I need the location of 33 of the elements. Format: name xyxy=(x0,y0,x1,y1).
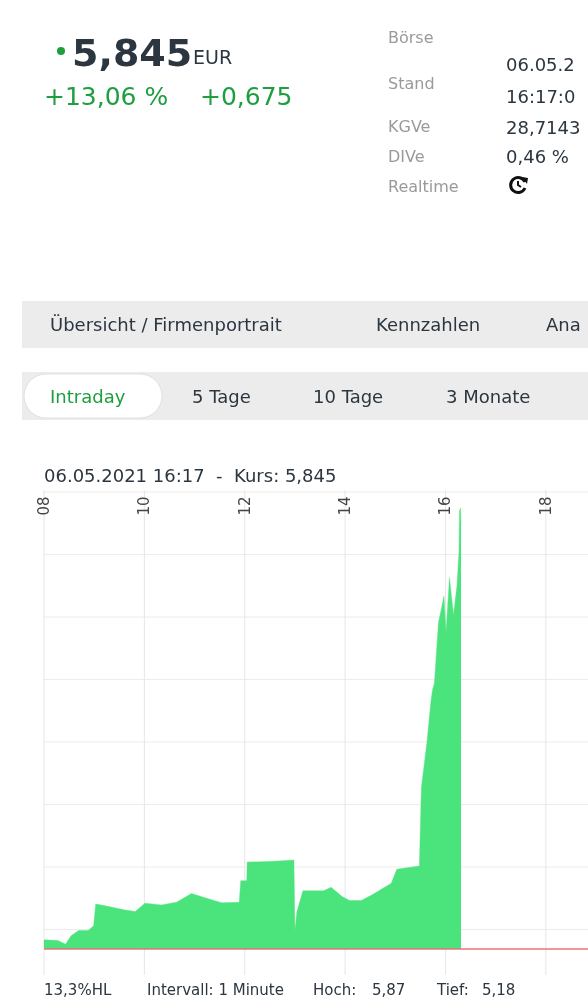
x-tick-label: 08 xyxy=(35,496,53,516)
text: Intraday xyxy=(50,386,126,407)
x-tick-label: 10 xyxy=(135,496,154,516)
x-tick-label: 14 xyxy=(336,496,355,516)
text: 0,46 % xyxy=(506,146,569,167)
text: Realtime xyxy=(388,177,459,196)
text: 3 Monate xyxy=(446,386,531,407)
text: 06.05.2 xyxy=(506,54,575,75)
text: Börse xyxy=(388,28,434,47)
x-tick-label: 12 xyxy=(235,496,254,516)
text: +0,675 xyxy=(200,82,293,111)
text: Tief: xyxy=(436,981,469,999)
text: DIVe xyxy=(388,147,425,166)
text: 5,18 xyxy=(482,981,516,999)
text: Kennzahlen xyxy=(376,314,481,335)
text: 28,7143 xyxy=(506,117,581,138)
text: Hoch: xyxy=(313,981,357,999)
text: Stand xyxy=(388,74,435,93)
text: 5,87 xyxy=(372,981,406,999)
text: 13,3%HL xyxy=(44,981,112,999)
text: 16:17:0 xyxy=(506,86,576,107)
text: Ana xyxy=(546,314,581,335)
chart-title: 06.05.2021 16:17 - Kurs: 5,845 xyxy=(44,465,337,486)
text: 5 Tage xyxy=(192,386,251,407)
text: +13,06 % xyxy=(44,82,169,111)
text: Übersicht / Firmenportrait xyxy=(50,314,282,335)
x-tick-label: 16 xyxy=(436,496,455,516)
text: Intervall: 1 Minute xyxy=(147,981,284,999)
text: EUR xyxy=(193,46,233,68)
text: KGVe xyxy=(388,117,431,136)
text: 5,845 xyxy=(72,31,193,75)
text: 10 Tage xyxy=(313,386,384,407)
x-tick-label: 18 xyxy=(536,496,555,516)
